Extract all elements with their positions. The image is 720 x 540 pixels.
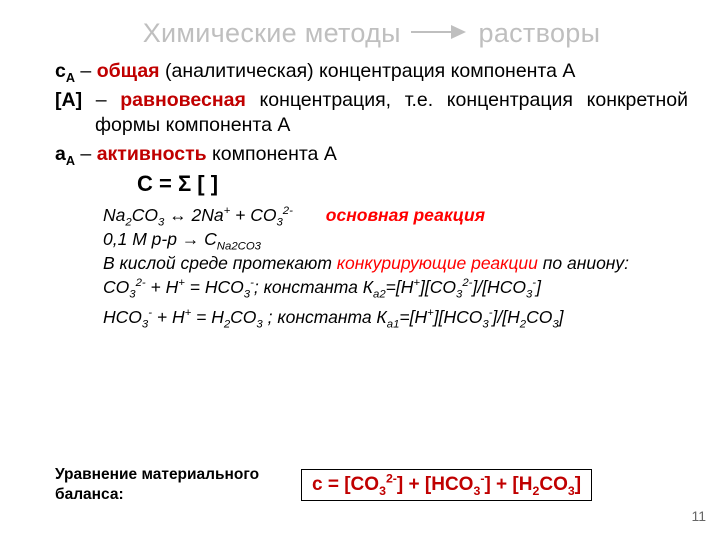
rxn-ka2: CO32- + H+ = HCO3-; константа Кa2=[H+][C… [103, 275, 688, 299]
rxn-ka1: HCO3- + H+ = H2CO3 ; константа Кa1=[H+][… [103, 305, 688, 329]
rxn-compete-intro: В кислой среде протекают конкурирующие р… [103, 251, 688, 275]
def-cA-sym: с [55, 60, 66, 82]
rxn-main: Na2CO3 ↔ 2Na+ + CO32- основная реакция [103, 203, 688, 227]
slide: Химические методы растворы сА – общая (а… [0, 0, 720, 540]
page-number: 11 [691, 508, 706, 524]
title-right: растворы [479, 18, 601, 48]
material-balance-label: Уравнение материального баланса: [55, 465, 295, 504]
def-aA: аА – активность компонента А [55, 142, 688, 167]
reaction-block: Na2CO3 ↔ 2Na+ + CO32- основная реакция 0… [103, 203, 688, 330]
definitions: сА – общая (аналитическая) концентрация … [55, 59, 688, 167]
rxn-main-comment: основная реакция [326, 205, 485, 225]
def-bracketA: [A] – равновесная концентрация, т.е. кон… [55, 88, 688, 138]
sum-equation: С = Σ [ ] [137, 171, 688, 197]
def-cA-sub: А [66, 71, 75, 85]
def-aA-sub: А [66, 154, 75, 168]
title-left: Химические методы [143, 18, 401, 48]
slide-title: Химические методы растворы [55, 18, 688, 49]
def-aA-sym: а [55, 143, 66, 165]
def-bracketA-sym: [A] [55, 89, 82, 111]
material-balance-equation: c = [CO32-] + [HCO3-] + [H2CO3] [301, 469, 592, 501]
def-cA-red: общая [97, 60, 160, 82]
arrow-icon [411, 26, 469, 40]
def-cA: сА – общая (аналитическая) концентрация … [55, 59, 688, 84]
material-balance-row: Уравнение материального баланса: c = [CO… [55, 465, 688, 504]
rxn-conc: 0,1 М р-р → СNa2CO3 [103, 227, 688, 251]
def-aA-red: активность [97, 143, 207, 165]
competing-reactions: конкурирующие реакции [337, 253, 538, 273]
def-bracketA-red: равновесная [120, 89, 246, 111]
